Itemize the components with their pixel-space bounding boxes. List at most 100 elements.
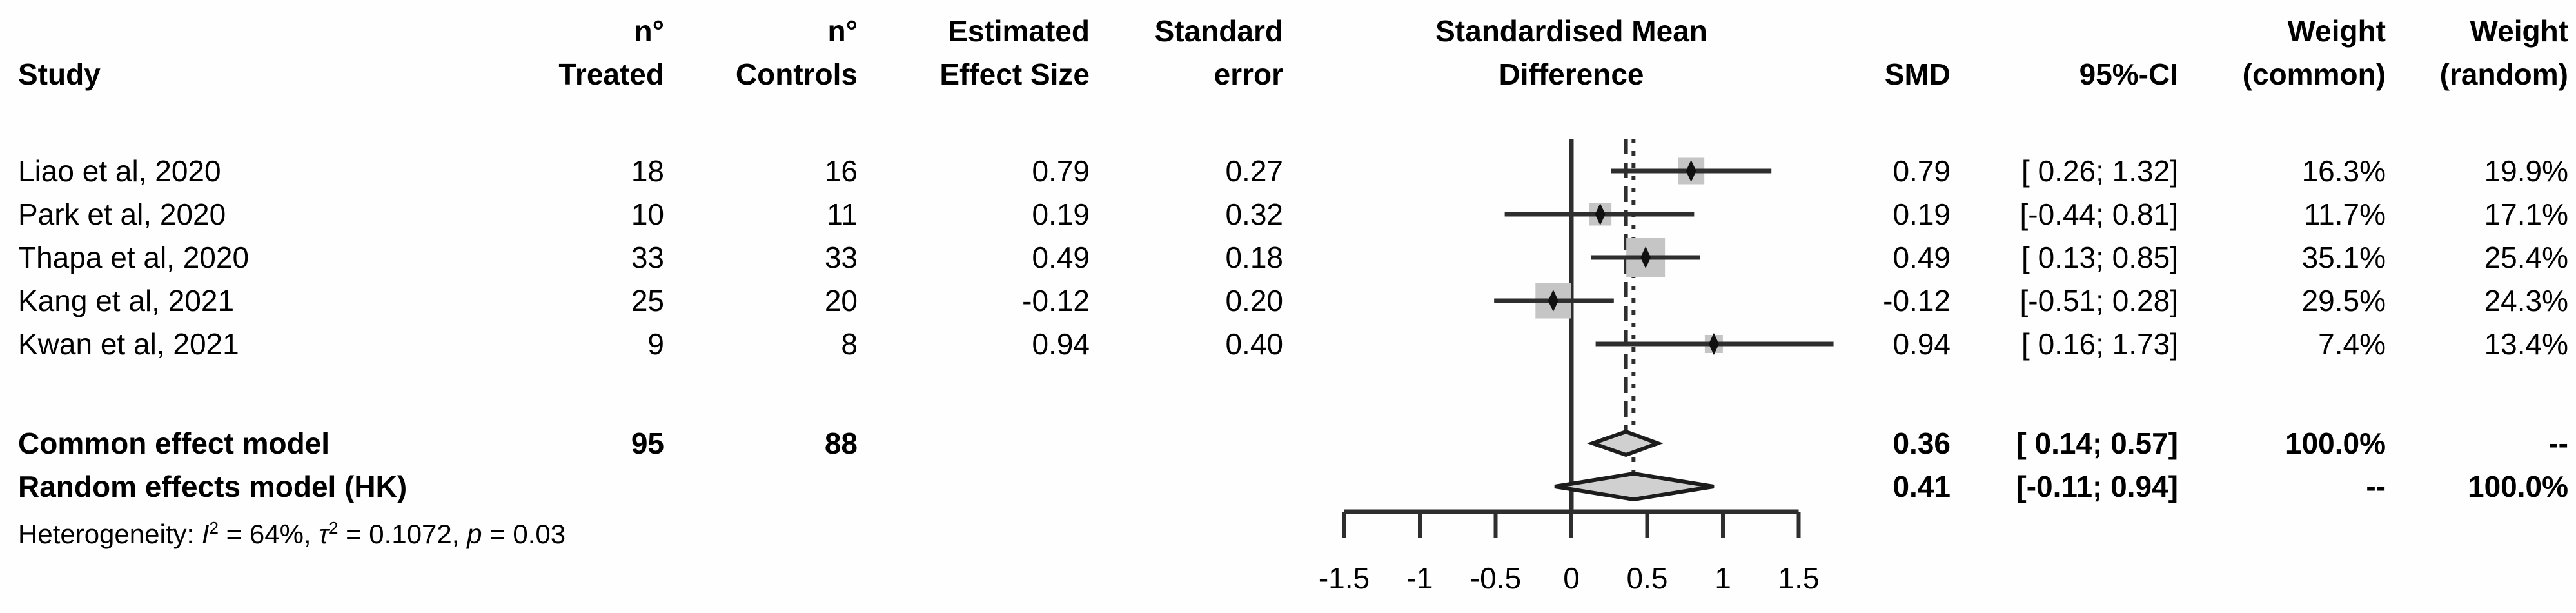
x-axis-tick-label: -1 [1406, 561, 1433, 595]
col-header-weight-random-line2: (random) [2439, 57, 2568, 91]
effect-size-value: 0.49 [1032, 241, 1090, 274]
col-header-se-line1: Standard [1154, 14, 1283, 48]
heterogeneity-text-part: = 0.03 [482, 519, 566, 549]
model-smd-value: 0.41 [1893, 470, 1951, 503]
col-header-n-controls-line1: n° [827, 14, 858, 48]
col-header-effect-line2: Effect Size [939, 57, 1090, 91]
ci-value: [ 0.26; 1.32] [2021, 154, 2178, 188]
col-header-study: Study [18, 57, 101, 91]
model-label: Common effect model [18, 427, 330, 460]
effect-size-value: 0.94 [1032, 327, 1090, 361]
heterogeneity-text-part: 2 [209, 518, 219, 538]
weight-common-value: 11.7% [2303, 197, 2386, 231]
model-n-treated-value: 95 [631, 427, 664, 460]
col-header-weight-random-line1: Weight [2470, 14, 2568, 48]
weight-random-value: 19.9% [2484, 154, 2568, 188]
random-effects-diamond [1554, 471, 1715, 502]
col-header-ci: 95%-CI [2079, 57, 2178, 91]
weight-square [1589, 203, 1612, 226]
ci-value: [-0.44; 0.81] [2020, 197, 2179, 231]
weight-common-value: 7.4% [2318, 327, 2386, 361]
col-header-smd: SMD [1884, 57, 1951, 91]
weight-random-value: 13.4% [2484, 327, 2568, 361]
weight-square [1704, 335, 1723, 353]
ci-value: [-0.51; 0.28] [2020, 284, 2179, 317]
smd-value: 0.79 [1893, 154, 1951, 188]
smd-value: 0.94 [1893, 327, 1951, 361]
standard-error-value: 0.27 [1225, 154, 1283, 188]
x-axis-tick-label: 1.5 [1778, 561, 1820, 595]
col-header-n-treated-line1: n° [634, 14, 665, 48]
common-effect-diamond [1586, 429, 1664, 457]
heterogeneity-text-part: Heterogeneity: [18, 519, 202, 549]
model-weight-common-value: 100.0% [2285, 427, 2386, 460]
standard-error-value: 0.20 [1225, 284, 1283, 317]
standard-error-value: 0.18 [1225, 241, 1283, 274]
weight-common-value: 16.3% [2301, 154, 2386, 188]
model-ci-value: [-0.11; 0.94] [2016, 470, 2178, 503]
heterogeneity-note: Heterogeneity: I2 = 64%, τ2 = 0.1072, p … [18, 508, 921, 554]
study-name: Liao et al, 2020 [18, 154, 221, 188]
model-weight-random-value: -- [2548, 427, 2568, 460]
heterogeneity-text-part: I [201, 519, 210, 549]
n-controls-value: 8 [841, 327, 858, 361]
ci-value: [ 0.16; 1.73] [2021, 327, 2178, 361]
col-header-weight-common-line2: (common) [2242, 57, 2386, 91]
point-estimate-marker [1595, 203, 1606, 225]
heterogeneity-text-part: = 0.1072, [338, 519, 467, 549]
effect-size-value: 0.79 [1032, 154, 1090, 188]
col-header-se-line2: error [1214, 57, 1283, 91]
n-controls-value: 20 [824, 284, 858, 317]
heterogeneity-text-part: 2 [328, 518, 339, 538]
n-treated-value: 33 [631, 241, 664, 274]
n-treated-value: 25 [631, 284, 664, 317]
col-header-n-controls-line2: Controls [735, 57, 858, 91]
heterogeneity-text-part: = 64%, [218, 519, 319, 549]
point-estimate-marker [1686, 160, 1696, 182]
smd-value: -0.12 [1883, 284, 1951, 317]
model-weight-random-value: 100.0% [2467, 470, 2568, 503]
weight-square [1678, 157, 1705, 185]
weight-common-value: 35.1% [2301, 241, 2386, 274]
standard-error-value: 0.32 [1225, 197, 1283, 231]
weight-random-value: 25.4% [2484, 241, 2568, 274]
study-name: Park et al, 2020 [18, 197, 226, 231]
plot-header-line2: Difference [1499, 57, 1644, 91]
weight-random-value: 17.1% [2484, 197, 2568, 231]
ci-value: [ 0.13; 0.85] [2021, 241, 2178, 274]
heterogeneity-text-part: p [467, 519, 482, 549]
point-estimate-marker [1708, 333, 1719, 355]
point-estimate-marker [1548, 290, 1558, 312]
point-estimate-marker [1640, 246, 1651, 268]
x-axis-tick-label: -0.5 [1470, 561, 1522, 595]
model-weight-common-value: -- [2366, 470, 2386, 503]
model-n-controls-value: 88 [824, 427, 858, 460]
col-header-weight-common-line1: Weight [2287, 14, 2386, 48]
smd-value: 0.49 [1893, 241, 1951, 274]
n-controls-value: 33 [824, 241, 858, 274]
standard-error-value: 0.40 [1225, 327, 1283, 361]
x-axis-tick-label: -1.5 [1318, 561, 1370, 595]
smd-value: 0.19 [1893, 197, 1951, 231]
n-controls-value: 11 [827, 197, 858, 231]
study-name: Thapa et al, 2020 [18, 241, 250, 274]
n-treated-value: 9 [647, 327, 664, 361]
x-axis-tick-label: 0 [1563, 561, 1580, 595]
weight-common-value: 29.5% [2301, 284, 2386, 317]
weight-random-value: 24.3% [2484, 284, 2568, 317]
n-treated-value: 18 [631, 154, 664, 188]
n-treated-value: 10 [631, 197, 664, 231]
col-header-n-treated-line2: Treated [558, 57, 664, 91]
plot-header-line1: Standardised Mean [1435, 14, 1707, 48]
effect-size-value: -0.12 [1022, 284, 1090, 317]
study-name: Kwan et al, 2021 [18, 327, 239, 361]
study-name: Kang et al, 2021 [18, 284, 235, 317]
x-axis-tick-label: 1 [1715, 561, 1731, 595]
effect-size-value: 0.19 [1032, 197, 1090, 231]
heterogeneity-text-part: τ [319, 519, 329, 549]
x-axis-tick-label: 0.5 [1626, 561, 1668, 595]
model-label: Random effects model (HK) [18, 470, 408, 503]
weight-square [1535, 283, 1571, 319]
model-smd-value: 0.36 [1893, 427, 1951, 460]
